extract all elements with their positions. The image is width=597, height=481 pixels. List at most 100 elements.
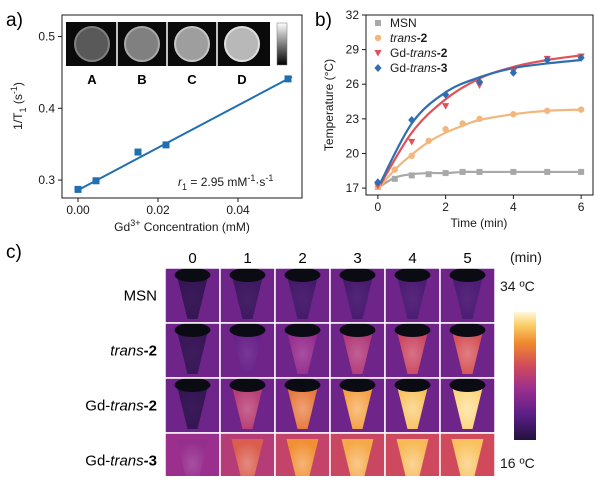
panel-b-letter: b): [315, 10, 332, 31]
panel-b-y-tick-label: 17: [346, 181, 360, 195]
thermal-image-cell: [164, 377, 221, 434]
panel-a-y-tick-label: 0.4: [38, 101, 55, 115]
tube-cap: [394, 268, 431, 282]
panel-b-data-point: [509, 68, 517, 77]
mri-phantom-rim: [174, 26, 210, 62]
thermal-cell-border: [439, 432, 496, 481]
mri-phantom-rim: [74, 26, 110, 62]
panel-b-data-point: [425, 171, 432, 178]
sample-labels: MSN trans-2 Gd-trans-2 Gd-trans-3: [85, 288, 157, 470]
panel-b-data-point: [408, 152, 415, 159]
thermal-image-cell: [329, 377, 386, 434]
panel-b-data-point: [510, 111, 517, 118]
sample-tube-glow: [286, 274, 319, 319]
thermal-image-cell: [274, 322, 331, 379]
mri-phantom-disc: [225, 27, 259, 61]
panel-b-data-point: [577, 53, 585, 62]
colorbar-max-label: 34 ºC: [500, 278, 535, 294]
sample-tube-glow: [286, 439, 319, 481]
legend-entry: Gd-trans-2: [390, 46, 448, 60]
thermal-image-cell: [384, 267, 441, 324]
mri-sample-label: C: [187, 72, 197, 87]
panel-a-letter: a): [6, 10, 23, 31]
sample-label: MSN: [124, 288, 157, 305]
panel-a-chart: A B C D 0.00 0.02 0.04 0.3 0.4 0.5 Gd3+ Concent…: [9, 14, 303, 234]
panel-b-y-tick-label: 29: [346, 43, 360, 57]
panel-a-y-axis-title: 1/T1 (s-1): [9, 82, 28, 130]
panel-b-frame: [365, 14, 594, 196]
panel-b-data-point: [408, 138, 416, 146]
panel-b-data-point: [544, 168, 551, 175]
panel-b-data-point: [408, 172, 415, 179]
panel-a-x-tick-label: 0.00: [66, 203, 90, 217]
panel-b-x-tick-label: 4: [510, 200, 517, 214]
tube-cap: [449, 323, 486, 337]
panel-a-frame: [61, 14, 303, 199]
panel-b-y-axis-title: Temperature (°C): [322, 59, 336, 151]
panel-b-data-point: [510, 168, 517, 175]
panel-b-data-point: [544, 107, 551, 114]
panel-b-data-point: [476, 115, 483, 123]
panel-b-y-tick-label: 20: [346, 146, 360, 160]
mri-sample-label: A: [87, 72, 97, 87]
sample-tube-glow: [396, 384, 429, 429]
legend-marker: [375, 20, 381, 26]
thermal-image-cell: [384, 322, 441, 379]
thermal-image-cell: [439, 377, 496, 434]
tube-cap: [394, 378, 431, 392]
panel-b-data-point: [459, 168, 466, 175]
temperature-colorbar: [514, 312, 536, 440]
sample-label: Gd-trans-3: [85, 453, 157, 470]
time-label: 0: [188, 250, 196, 267]
tube-cap: [229, 378, 266, 392]
thermal-image-cell: [164, 432, 221, 481]
thermal-image-cell: [329, 322, 386, 379]
panel-b-data-point: [442, 90, 450, 99]
thermal-image-cell: [439, 267, 496, 324]
panel-a-x-axis-title: Gd3+ Concentration (mM): [114, 218, 250, 234]
time-unit-label: (min): [510, 249, 542, 265]
panel-b-data-point: [543, 56, 551, 64]
sample-tube-glow: [176, 384, 209, 429]
tube-cap: [449, 268, 486, 282]
panel-b-data-point: [577, 106, 585, 113]
thermal-image-cell: [274, 267, 331, 324]
panel-b-fit-curve: [377, 170, 582, 190]
time-label: 5: [463, 250, 471, 267]
panel-b-x-ticks: 0 2 4 6: [375, 195, 585, 214]
panel-a-data-point: [92, 177, 100, 185]
panel-b-x-tick-label: 2: [442, 200, 449, 214]
sample-tube-glow: [286, 329, 319, 374]
thermal-image-cell: [274, 432, 331, 481]
panel-b-x-tick-label: 0: [375, 200, 382, 214]
sample-tube-glow: [451, 274, 484, 319]
sample-tube-glow: [396, 329, 429, 374]
panel-b-y-tick-label: 23: [346, 112, 360, 126]
panel-a-y-tick-label: 0.3: [38, 173, 55, 187]
sample-tube-glow: [451, 329, 484, 374]
time-label: 4: [408, 250, 416, 267]
thermal-image-cell: [384, 377, 441, 434]
time-label: 1: [243, 250, 251, 267]
tube-cap: [339, 323, 376, 337]
panel-b-data-point: [374, 178, 382, 187]
sample-tube-glow: [176, 439, 209, 481]
sample-tube-glow: [341, 384, 374, 429]
tube-cap: [229, 268, 266, 282]
tube-cap: [339, 378, 376, 392]
sample-tube-glow: [341, 329, 374, 374]
thermal-image-cell: [384, 432, 441, 481]
panel-b-data-point: [459, 120, 466, 127]
legend-marker: [374, 34, 382, 42]
mri-phantom-disc: [175, 27, 209, 61]
thermal-image-cell: [219, 377, 276, 434]
tube-cap: [174, 378, 211, 392]
panel-a-data-point: [162, 141, 170, 149]
panel-b-data-point: [475, 77, 484, 86]
sample-tube-glow: [451, 384, 484, 429]
panel-b-data-point: [442, 103, 450, 110]
panel-b-data-point: [442, 170, 449, 177]
mri-sample-label: D: [237, 72, 246, 87]
thermal-image-cell: [219, 267, 276, 324]
